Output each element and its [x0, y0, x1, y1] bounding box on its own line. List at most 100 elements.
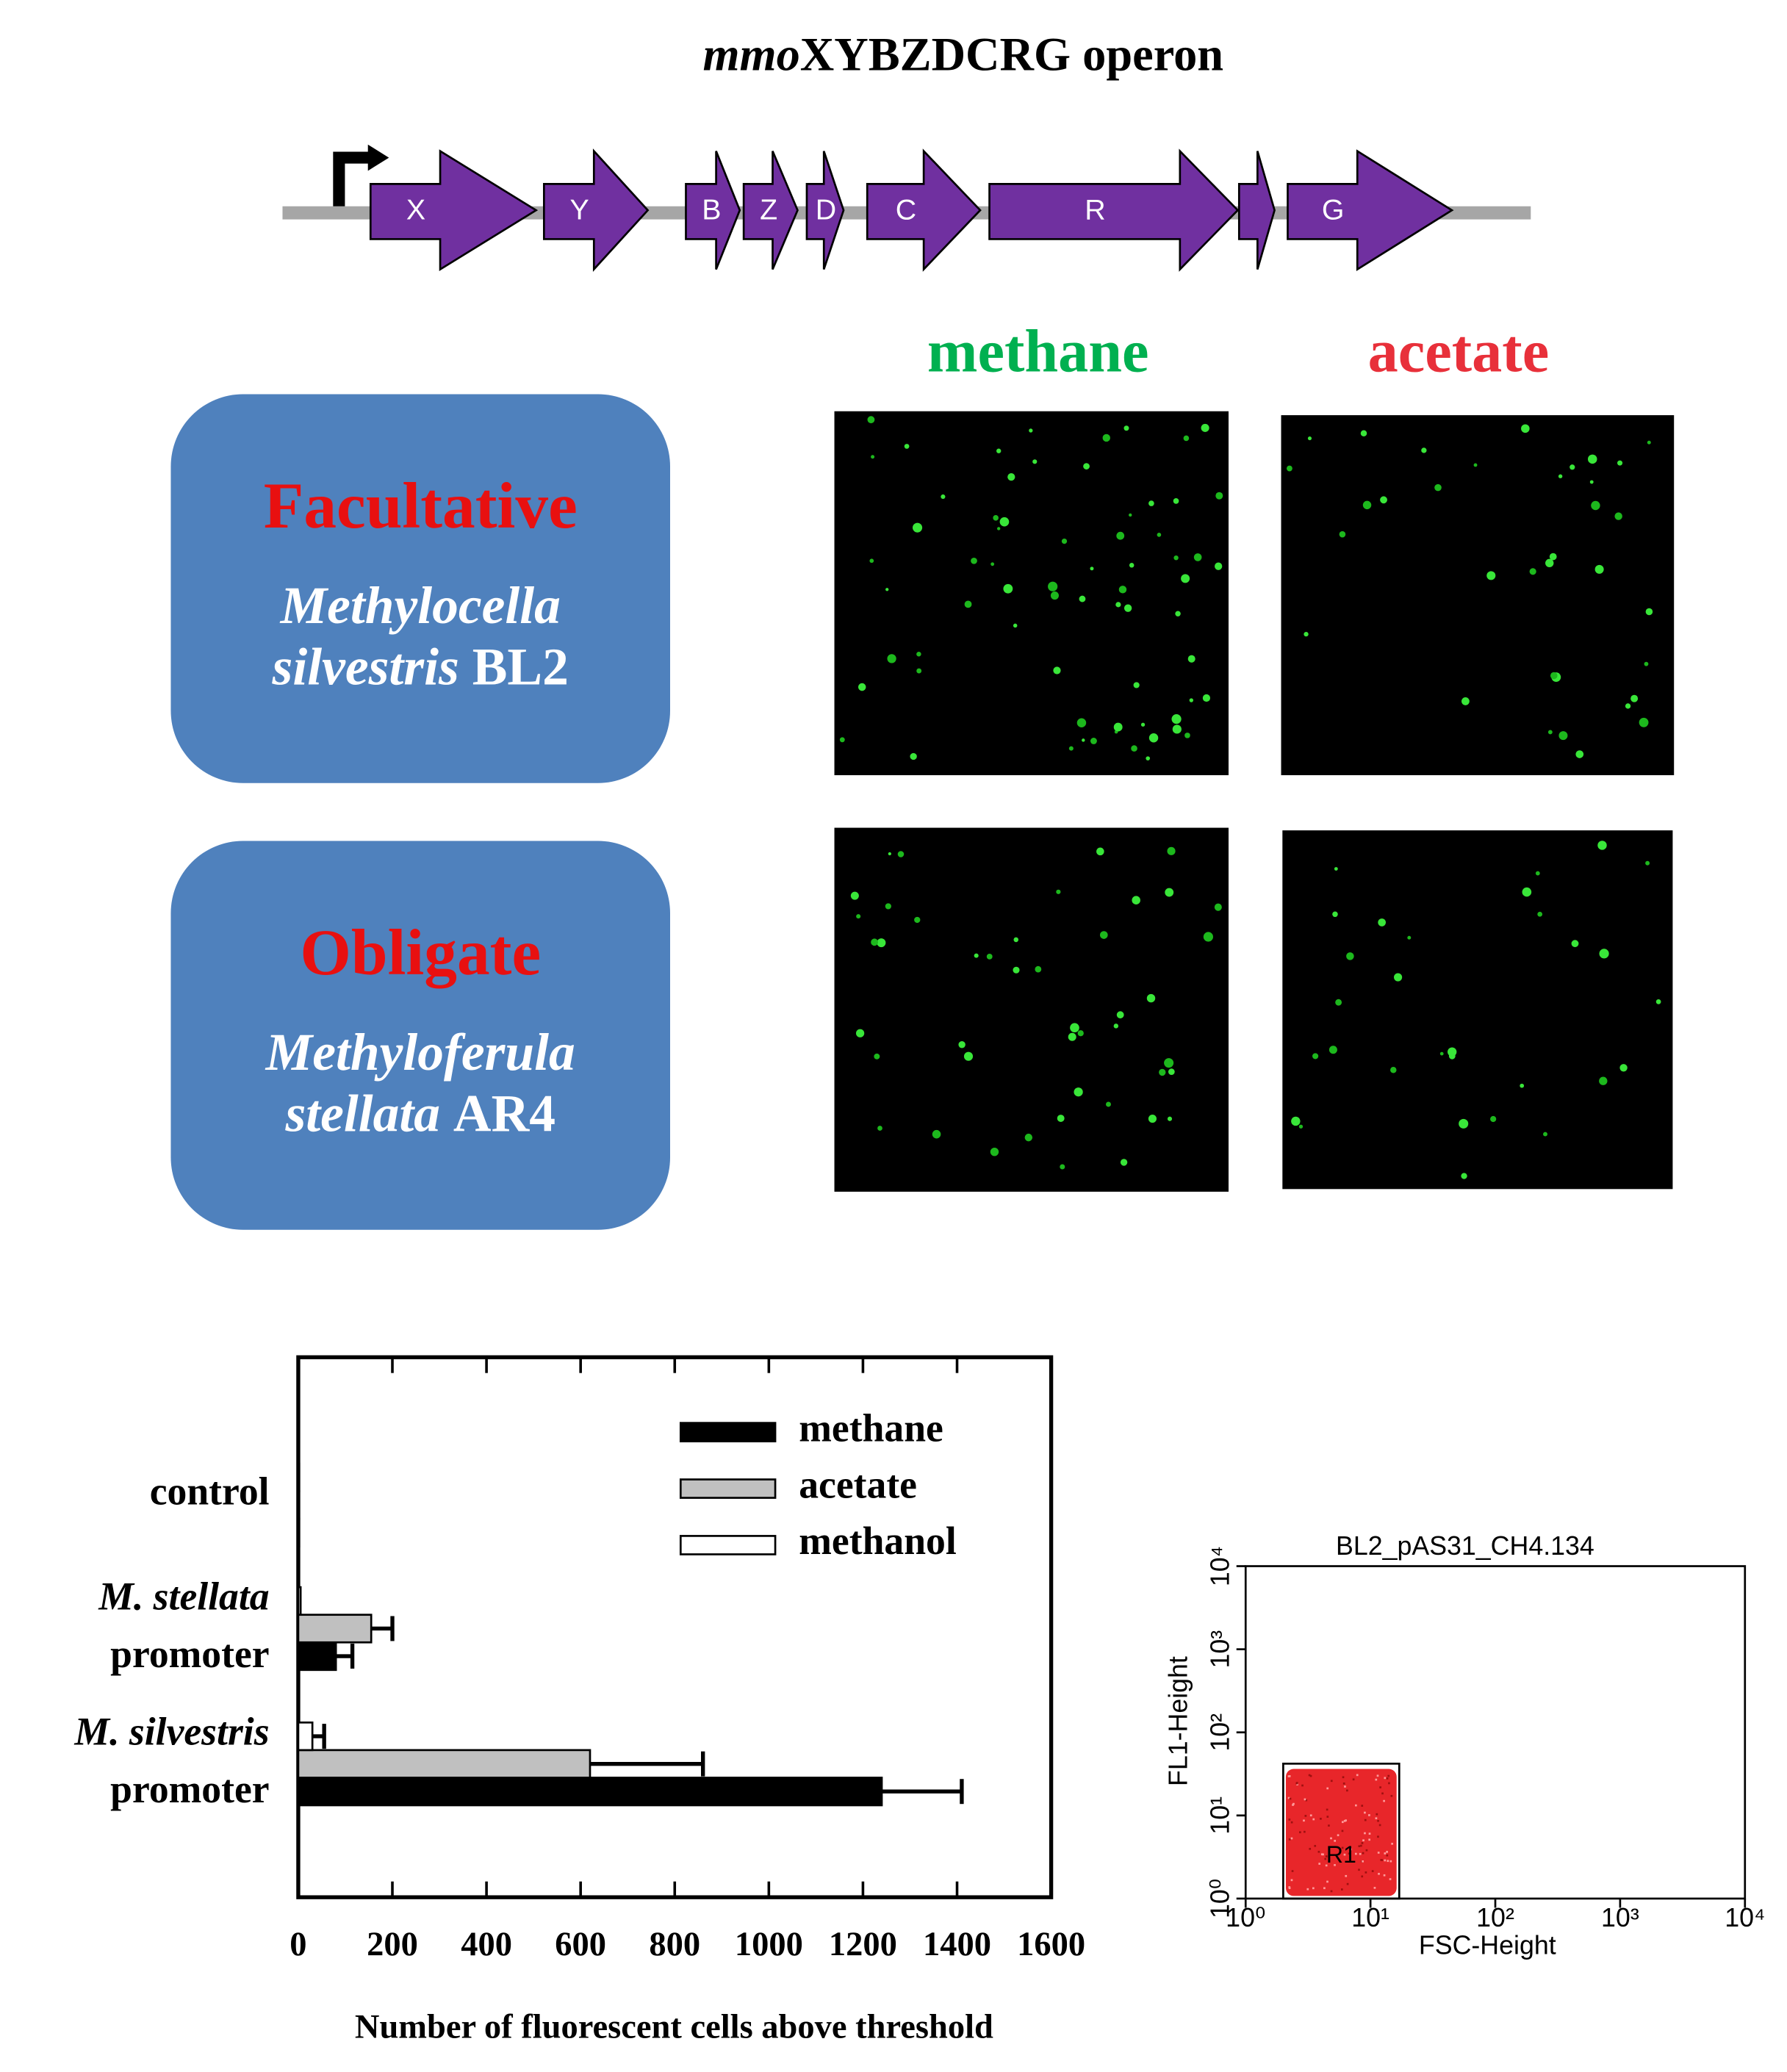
cell-spot	[1140, 722, 1146, 727]
legend-swatch	[679, 1535, 777, 1555]
event-speck	[1343, 1853, 1346, 1856]
event-speck	[1373, 1887, 1376, 1889]
gene-arrow	[369, 149, 539, 271]
event-speck	[1345, 1874, 1348, 1877]
error-bar	[589, 1751, 705, 1777]
cell-spot	[1167, 846, 1176, 855]
event-speck	[1358, 1845, 1361, 1848]
cell-spot	[1529, 568, 1536, 575]
cell-spot	[1645, 860, 1650, 866]
cell-spot	[1448, 1047, 1457, 1057]
cell-spot	[1647, 440, 1651, 445]
strain-genus: Methylocella	[280, 577, 561, 635]
cell-spot	[1076, 718, 1087, 727]
event-speck	[1330, 1837, 1332, 1840]
cell-spot	[1599, 1076, 1608, 1085]
cell-spot	[850, 891, 859, 900]
cell-spot	[1215, 562, 1223, 570]
cell-spot	[1173, 498, 1179, 504]
cell-spot	[996, 448, 1002, 453]
cell-spot	[1148, 500, 1154, 506]
cell-spot	[1013, 623, 1018, 628]
cell-spot	[1380, 496, 1387, 504]
event-speck	[1364, 1871, 1367, 1874]
cell-spot	[1575, 750, 1584, 758]
cell-spot	[1159, 1068, 1166, 1076]
gene-label: C	[896, 193, 916, 226]
event-speck	[1312, 1818, 1315, 1821]
cell-spot	[1050, 591, 1059, 600]
cell-spot	[1537, 911, 1543, 917]
cell-spot	[877, 938, 886, 948]
event-speck	[1389, 1878, 1392, 1880]
event-speck	[1298, 1831, 1301, 1834]
cell-spot	[1201, 423, 1209, 432]
event-speck	[1362, 1860, 1364, 1863]
event-speck	[1290, 1879, 1293, 1882]
cell-spot	[971, 557, 977, 564]
cell-spot	[1132, 896, 1140, 904]
cell-spot	[990, 562, 995, 566]
cell-spot	[1597, 841, 1607, 850]
promoter-arrow	[333, 151, 373, 206]
cell-spot	[1024, 1133, 1033, 1142]
error-bar	[336, 1644, 355, 1669]
cell-spot	[1328, 1046, 1337, 1054]
cell-spot	[1558, 474, 1563, 478]
cell-spot	[1172, 724, 1182, 734]
y-tick-label: 10¹	[1206, 1796, 1235, 1835]
cell-spot	[1547, 730, 1553, 735]
gene-label: R	[1085, 193, 1105, 226]
x-tick-label: 10⁴	[1725, 1903, 1765, 1932]
legend-swatch	[679, 1478, 777, 1499]
cell-spot	[1083, 463, 1090, 470]
cell-spot	[1120, 1159, 1128, 1166]
event-speck	[1303, 1819, 1305, 1822]
cell-spot	[1082, 738, 1085, 742]
gene-arrow	[1287, 149, 1454, 272]
event-speck	[1290, 1837, 1293, 1840]
event-speck	[1344, 1785, 1346, 1788]
event-speck	[1288, 1838, 1291, 1841]
event-speck	[1378, 1824, 1381, 1827]
cell-spot	[1061, 538, 1068, 544]
event-speck	[1320, 1817, 1322, 1820]
event-cloud	[1285, 1769, 1397, 1896]
legend-label: methane	[799, 1406, 943, 1450]
micrograph	[834, 411, 1229, 776]
cell-spot	[916, 668, 922, 674]
event-speck	[1340, 1888, 1343, 1891]
event-speck	[1388, 1782, 1390, 1785]
cell-spot	[993, 515, 999, 521]
event-speck	[1359, 1852, 1362, 1855]
cell-spot	[871, 455, 875, 459]
event-speck	[1341, 1821, 1344, 1824]
cell-spot	[1079, 595, 1086, 602]
strain-genus: Methyloferula	[265, 1024, 575, 1082]
x-axis-label: Number of fluorescent cells above thresh…	[355, 2008, 993, 2046]
x-tick-label: 800	[649, 1926, 700, 1963]
cell-spot	[1655, 999, 1661, 1004]
event-speck	[1361, 1842, 1364, 1844]
cell-spot	[1550, 672, 1558, 680]
cell-spot	[1189, 698, 1194, 702]
strain-type: Facultative	[264, 470, 578, 542]
event-speck	[1337, 1834, 1340, 1837]
cell-spot	[1490, 1115, 1497, 1123]
event-speck	[1320, 1853, 1323, 1856]
cell-spot	[910, 752, 917, 760]
event-speck	[1326, 1816, 1329, 1818]
cell-spot	[1164, 1058, 1174, 1068]
cell-spot	[1335, 999, 1342, 1006]
cell-spot	[1625, 703, 1631, 709]
cell-spot	[1461, 1173, 1467, 1179]
cell-spot	[1522, 887, 1532, 897]
cell-spot	[856, 914, 861, 919]
strain-id: AR4	[453, 1085, 555, 1143]
cell-spot	[1214, 903, 1222, 911]
cell-spot	[1106, 1101, 1111, 1107]
event-speck	[1330, 1780, 1333, 1783]
event-speck	[1288, 1819, 1291, 1821]
cell-spot	[1434, 483, 1442, 492]
cell-spot	[1003, 583, 1013, 594]
